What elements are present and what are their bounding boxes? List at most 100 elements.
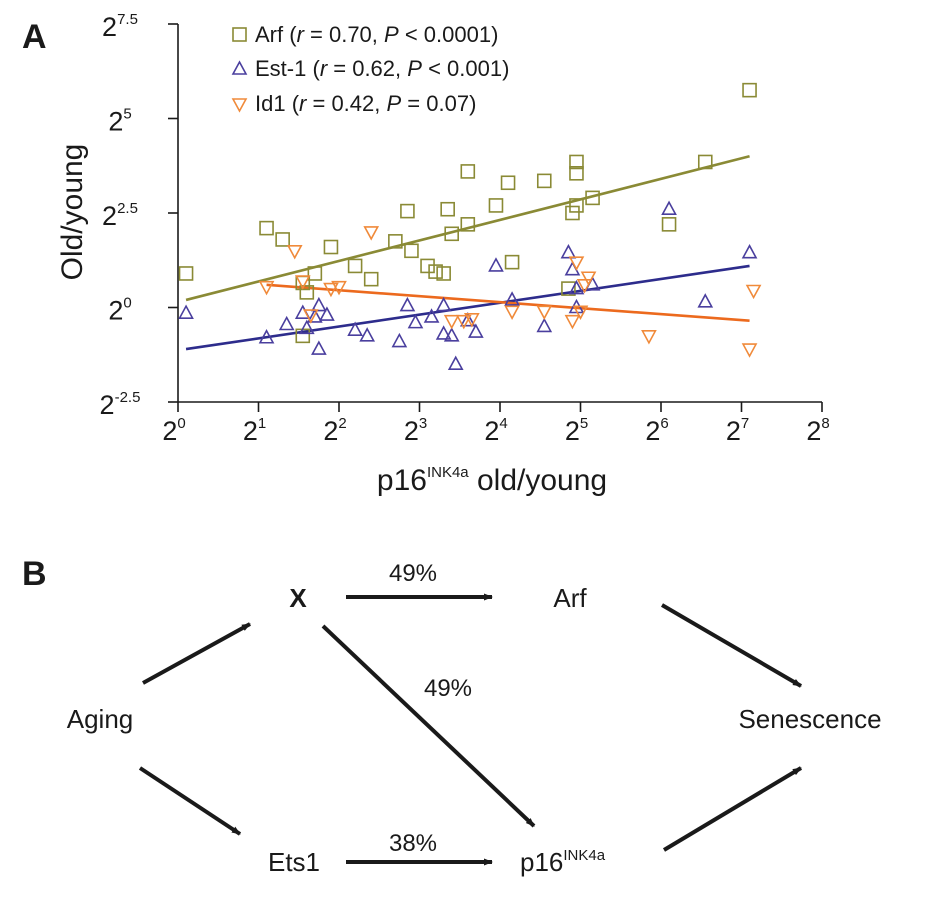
x-tick-label: 27	[726, 415, 749, 446]
data-point-id1	[580, 271, 597, 286]
data-point-est1	[459, 312, 476, 327]
data-point-id1	[258, 280, 275, 296]
data-point-id1	[576, 279, 593, 294]
data-point-arf	[460, 164, 476, 179]
panel-a-letter: A	[22, 18, 47, 56]
data-point-id1	[504, 305, 520, 320]
pathway-arrows	[138, 593, 803, 866]
data-point-id1	[741, 343, 758, 358]
data-point-arf	[569, 166, 584, 181]
data-point-arf	[697, 154, 713, 170]
data-point-arf	[347, 258, 363, 274]
data-point-arf	[388, 234, 403, 249]
data-point-arf	[299, 285, 315, 300]
legend-entry-id1: Id1 (r = 0.42, P = 0.07)	[231, 91, 476, 116]
data-point-est1	[391, 332, 408, 348]
data-point-est1	[536, 317, 553, 333]
x-tick-label: 26	[645, 415, 668, 446]
data-point-id1	[302, 309, 319, 324]
data-point-arf	[444, 226, 460, 242]
data-point-est1	[359, 327, 376, 342]
data-point-arf	[440, 201, 455, 217]
data-point-est1	[258, 329, 275, 344]
data-point-est1	[741, 244, 758, 259]
x-tick-label: 21	[243, 415, 266, 446]
legend-marker-square	[232, 27, 247, 42]
data-point-id1	[323, 282, 339, 298]
y-tick-label: 27.5	[102, 11, 138, 42]
edge-label-ets1-to-p16: 38%	[389, 830, 437, 857]
data-point-arf	[436, 266, 451, 281]
data-point-id1	[568, 256, 585, 271]
legend-entry-est1: Est-1 (r = 0.62, P < 0.001)	[231, 56, 509, 81]
data-point-arf	[661, 217, 677, 232]
y-tick-label: 2-2.5	[100, 389, 141, 420]
data-point-est1	[468, 323, 484, 338]
data-point-arf	[488, 198, 504, 213]
node-ets1: Ets1	[268, 847, 320, 877]
edge-label-x-to-p16: 49%	[424, 675, 472, 702]
x-tick-label: 23	[404, 415, 427, 446]
data-point-arf	[275, 232, 290, 247]
arrow-aging-to-ets1	[138, 766, 242, 836]
x-axis-ticks: 20 21 22 23 24 25 26 27 28	[162, 402, 830, 446]
arrow-aging-to-x	[142, 622, 251, 685]
data-point-est1	[311, 340, 327, 355]
data-point-arf	[400, 203, 415, 219]
data-point-arf	[565, 205, 580, 221]
data-point-arf	[504, 254, 520, 270]
y-axis-ticks: 2-2.5 20 22.5 25 27.5	[100, 11, 178, 420]
data-point-id1	[286, 245, 303, 260]
data-point-id1	[443, 314, 460, 330]
data-point-est1	[399, 296, 416, 312]
arrow-x-to-p16	[321, 624, 536, 828]
data-point-arf	[561, 281, 576, 296]
x-tick-label: 20	[162, 415, 185, 446]
data-point-arf	[569, 154, 584, 170]
data-point-est1	[447, 355, 464, 370]
y-axis-title: Old/young	[56, 144, 89, 281]
data-point-arf	[585, 190, 600, 206]
data-point-est1	[443, 327, 460, 342]
data-point-id1	[536, 305, 553, 320]
data-point-arf	[178, 266, 194, 281]
node-arf: Arf	[553, 583, 587, 613]
data-point-id1	[564, 314, 581, 330]
fit-line-est1	[185, 264, 750, 351]
edge-label-x-to-arf: 49%	[389, 560, 437, 587]
data-point-arf	[536, 173, 552, 189]
data-point-est1	[697, 293, 714, 308]
data-point-est1	[423, 308, 440, 323]
data-point-id1	[294, 275, 311, 290]
x-tick-label: 22	[323, 415, 346, 446]
fit-line-id1	[266, 283, 750, 323]
data-point-arf	[307, 266, 323, 281]
data-point-est1	[298, 319, 315, 335]
data-point-arf	[428, 264, 443, 279]
x-tick-label: 28	[806, 415, 829, 446]
data-point-est1	[435, 325, 452, 340]
arrow-arf-to-senescence	[660, 603, 803, 688]
legend-entry-arf: Arf (r = 0.70, P < 0.0001)	[232, 22, 498, 47]
data-point-arf	[500, 175, 516, 191]
y-tick-label: 25	[108, 106, 131, 137]
legend-marker-triangle-up	[231, 60, 248, 75]
data-point-est1	[178, 304, 194, 319]
data-point-est1	[435, 296, 452, 312]
data-point-id1	[331, 280, 347, 296]
data-point-est1	[319, 306, 335, 321]
legend-label-est1: Est-1 (r = 0.62, P < 0.001)	[255, 56, 509, 81]
data-point-arf	[420, 258, 435, 274]
data-point-est1	[568, 279, 585, 295]
arrow-p16-to-senescence	[662, 766, 803, 852]
data-point-id1	[455, 314, 472, 330]
data-point-id1	[745, 284, 762, 300]
data-point-id1	[363, 226, 380, 241]
data-point-arf	[569, 198, 584, 213]
x-tick-label: 24	[484, 415, 507, 446]
data-point-est1	[504, 291, 520, 306]
data-point-est1	[560, 244, 577, 259]
data-point-id1	[463, 313, 480, 328]
data-point-id1	[641, 330, 657, 345]
